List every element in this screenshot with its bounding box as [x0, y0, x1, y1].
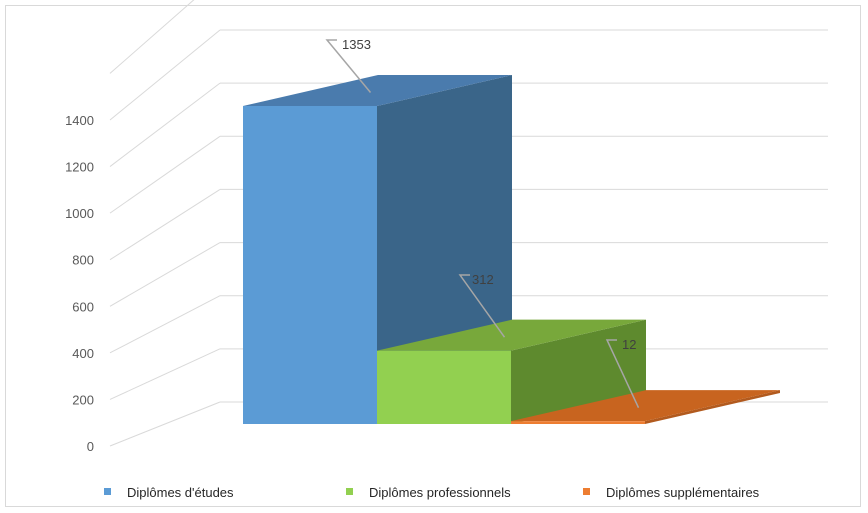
y-tick-label: 400 — [72, 346, 94, 361]
legend-swatch-0 — [104, 488, 111, 495]
gridline-side-0 — [109, 401, 221, 447]
data-label: 312 — [472, 272, 494, 287]
gridline-side-1000 — [109, 135, 221, 214]
legend-swatch-1 — [346, 488, 353, 495]
legend-label: Diplômes d'études — [127, 485, 234, 500]
data-label-leader-2 — [605, 339, 640, 408]
legend-label: Diplômes professionnels — [369, 485, 511, 500]
y-tick-label: 200 — [72, 392, 94, 407]
y-tick-label: 0 — [87, 439, 94, 454]
legend-label: Diplômes supplémentaires — [606, 485, 760, 500]
bar-top-2 — [511, 390, 780, 422]
bar-front-1 — [377, 350, 511, 424]
data-label: 12 — [622, 337, 636, 352]
bar-front-0 — [243, 106, 377, 424]
y-tick-label: 1400 — [65, 113, 94, 128]
gridline-side-400 — [109, 295, 221, 354]
bar-side-1 — [511, 319, 646, 424]
data-label-leader-1 — [458, 274, 506, 338]
legend-swatch-2 — [583, 488, 590, 495]
gridline-side-1200 — [109, 82, 221, 167]
gridline-side-600 — [109, 242, 221, 307]
y-tick-label: 1000 — [65, 206, 94, 221]
y-tick-label: 1200 — [65, 160, 94, 175]
gridline-side-1400 — [109, 29, 221, 121]
gridline-side-top — [109, 0, 195, 74]
bar-top-1 — [377, 319, 646, 351]
bar-side-2 — [645, 390, 780, 424]
bar-front-2 — [511, 421, 645, 424]
y-tick-label: 800 — [72, 253, 94, 268]
gridline-side-800 — [109, 189, 221, 261]
gridline-side-200 — [109, 348, 221, 400]
bar-top-0 — [243, 75, 512, 106]
data-label: 1353 — [342, 37, 371, 52]
y-tick-label: 600 — [72, 299, 94, 314]
data-label-leader-0 — [325, 39, 372, 93]
